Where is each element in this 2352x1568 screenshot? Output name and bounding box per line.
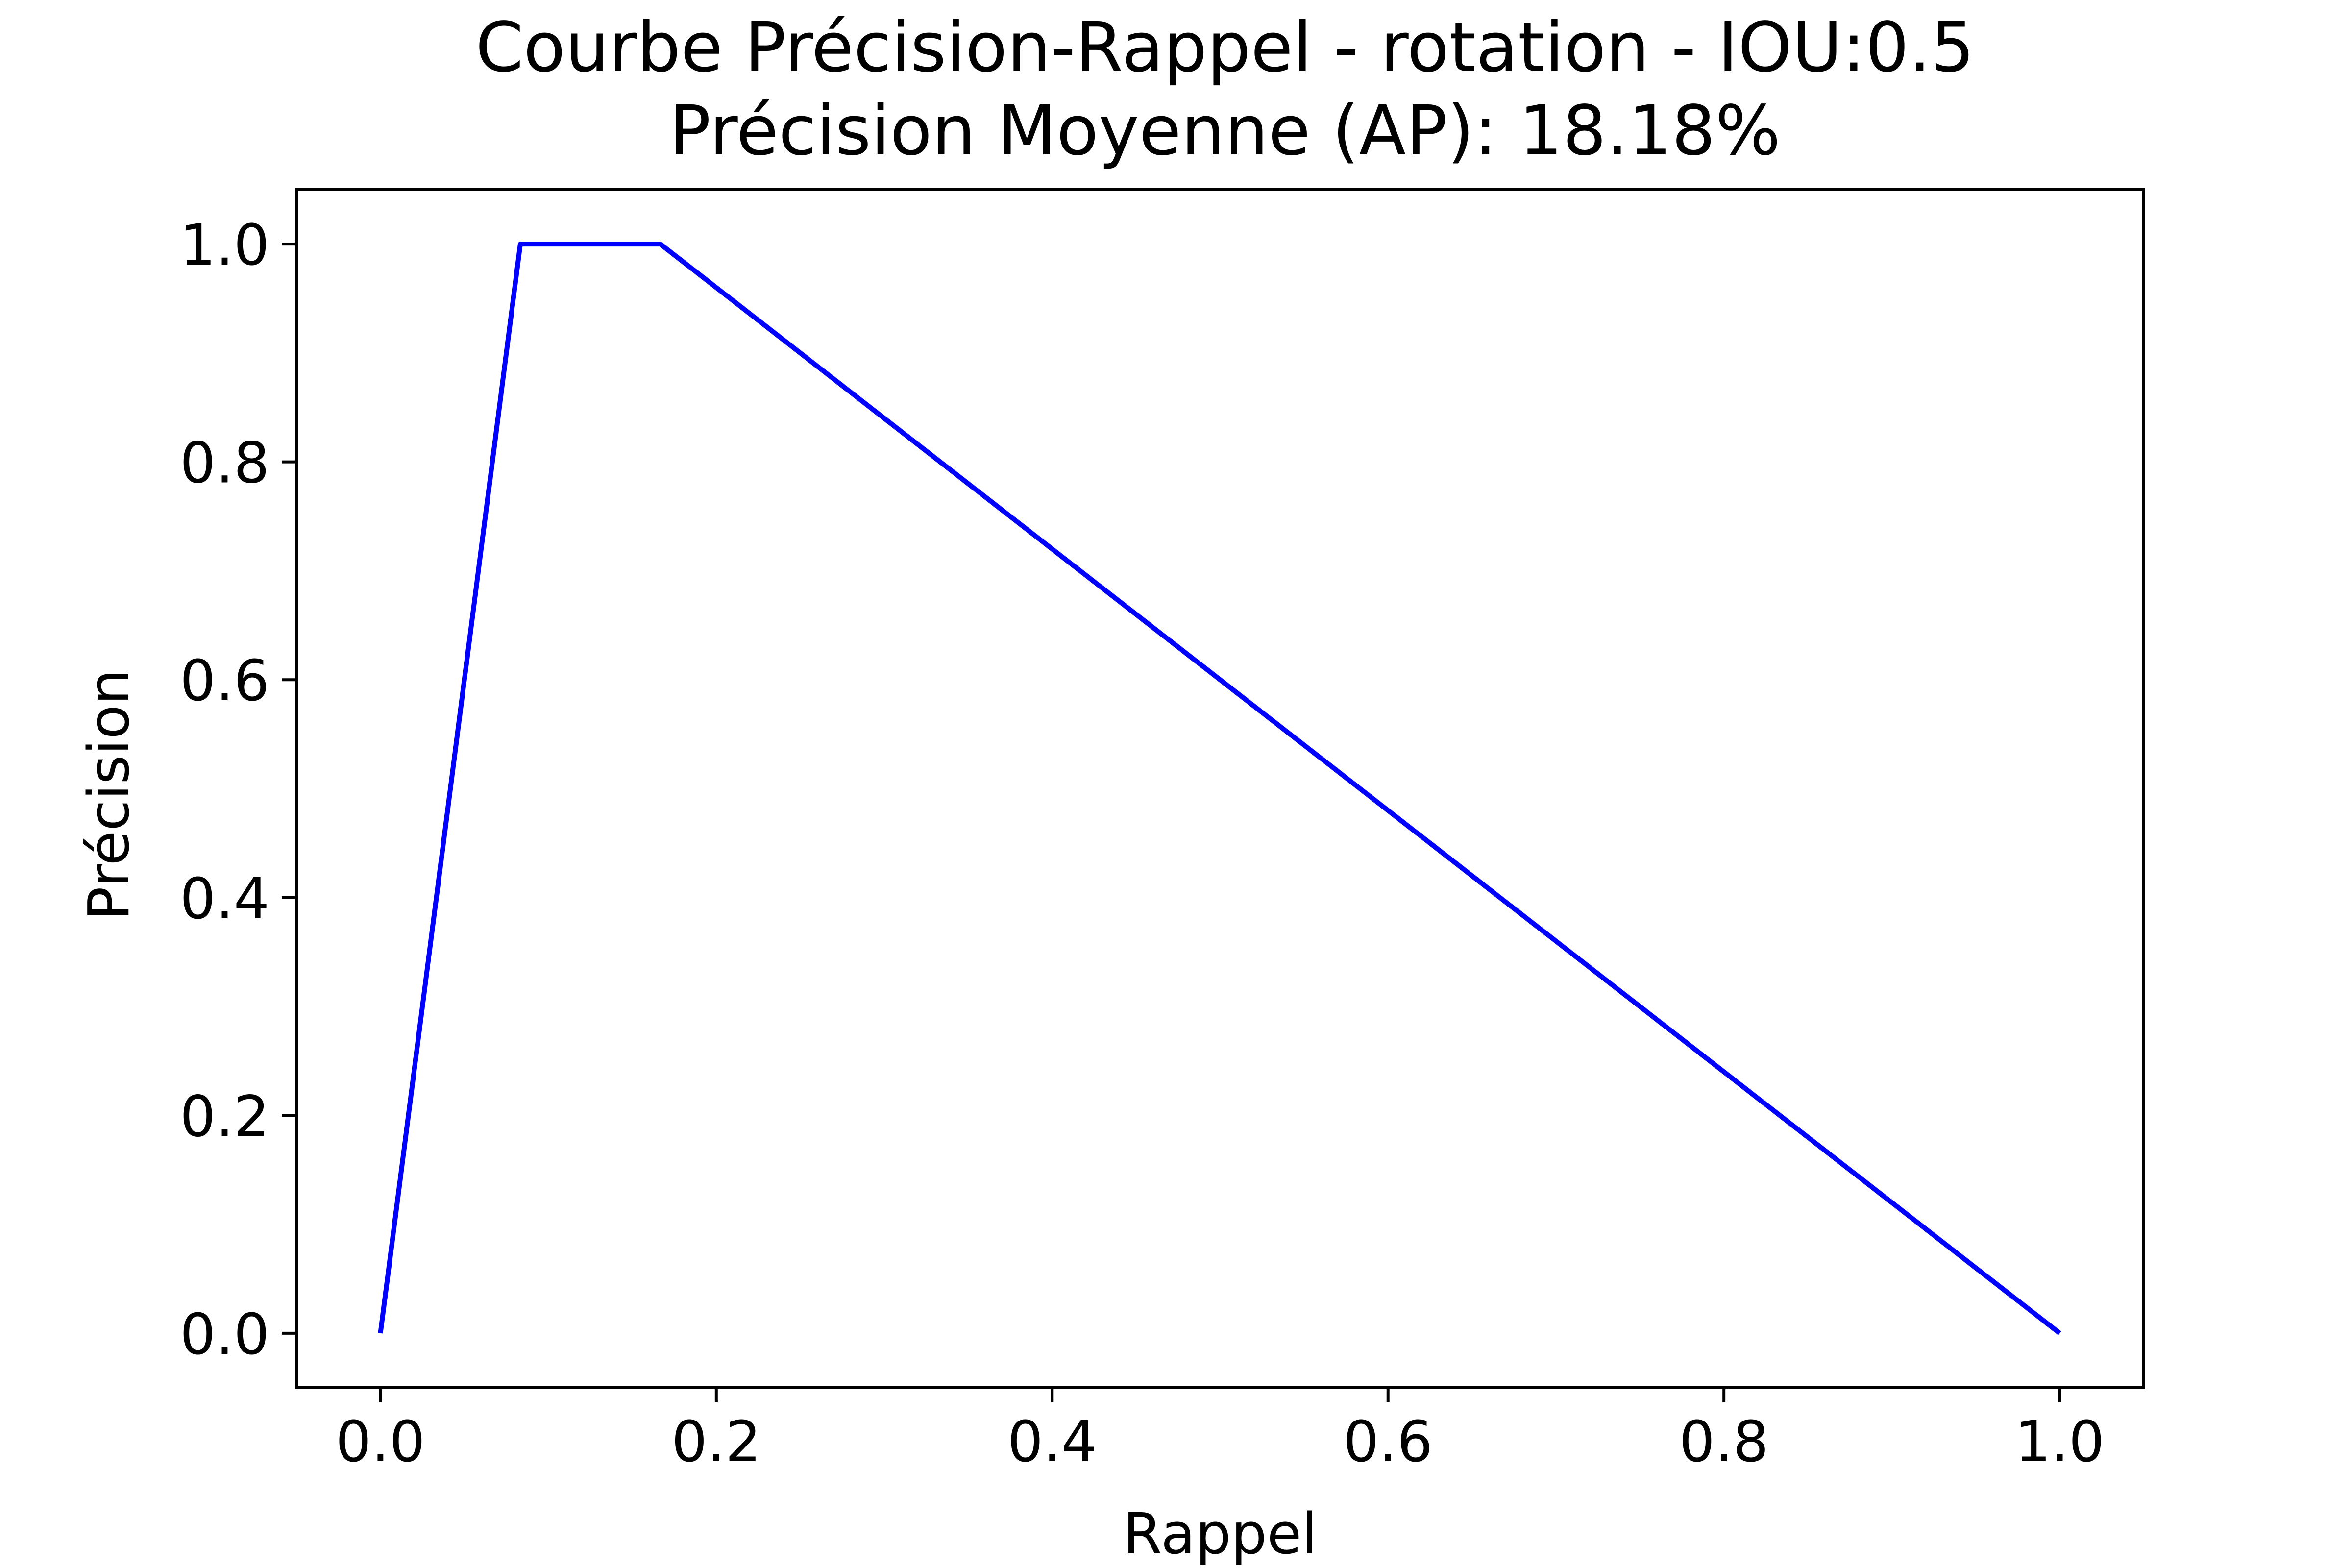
plot-area xyxy=(378,242,2061,1335)
y-axis-label: Précision xyxy=(76,669,142,920)
x-tick-label: 0.8 xyxy=(1679,1409,1769,1475)
y-tick-label: 0.4 xyxy=(180,866,270,932)
x-tick-label: 0.4 xyxy=(1007,1409,1097,1475)
y-tick-label: 0.8 xyxy=(180,431,270,496)
x-axis: 0.0 0.2 0.4 0.6 0.8 1.0 xyxy=(336,1388,2105,1475)
x-tick-label: 1.0 xyxy=(2015,1409,2105,1475)
x-tick-label: 0.2 xyxy=(671,1409,761,1475)
y-tick-label: 0.6 xyxy=(180,648,270,714)
y-tick-label: 0.2 xyxy=(180,1084,270,1150)
chart-title: Courbe Précision-Rappel - rotation - IOU… xyxy=(476,8,1975,88)
plot-frame xyxy=(295,188,2145,1389)
x-tick-label: 0.0 xyxy=(336,1409,425,1475)
y-tick-label: 0.0 xyxy=(180,1302,270,1368)
x-axis-label: Rappel xyxy=(1123,1501,1318,1567)
y-tick-label: 1.0 xyxy=(180,213,270,278)
y-axis: 0.0 0.2 0.4 0.6 0.8 1.0 xyxy=(180,213,296,1368)
x-tick-label: 0.6 xyxy=(1343,1409,1433,1475)
series-line-0 xyxy=(378,242,2061,1335)
chart-subtitle: Précision Moyenne (AP): 18.18% xyxy=(669,91,1781,171)
